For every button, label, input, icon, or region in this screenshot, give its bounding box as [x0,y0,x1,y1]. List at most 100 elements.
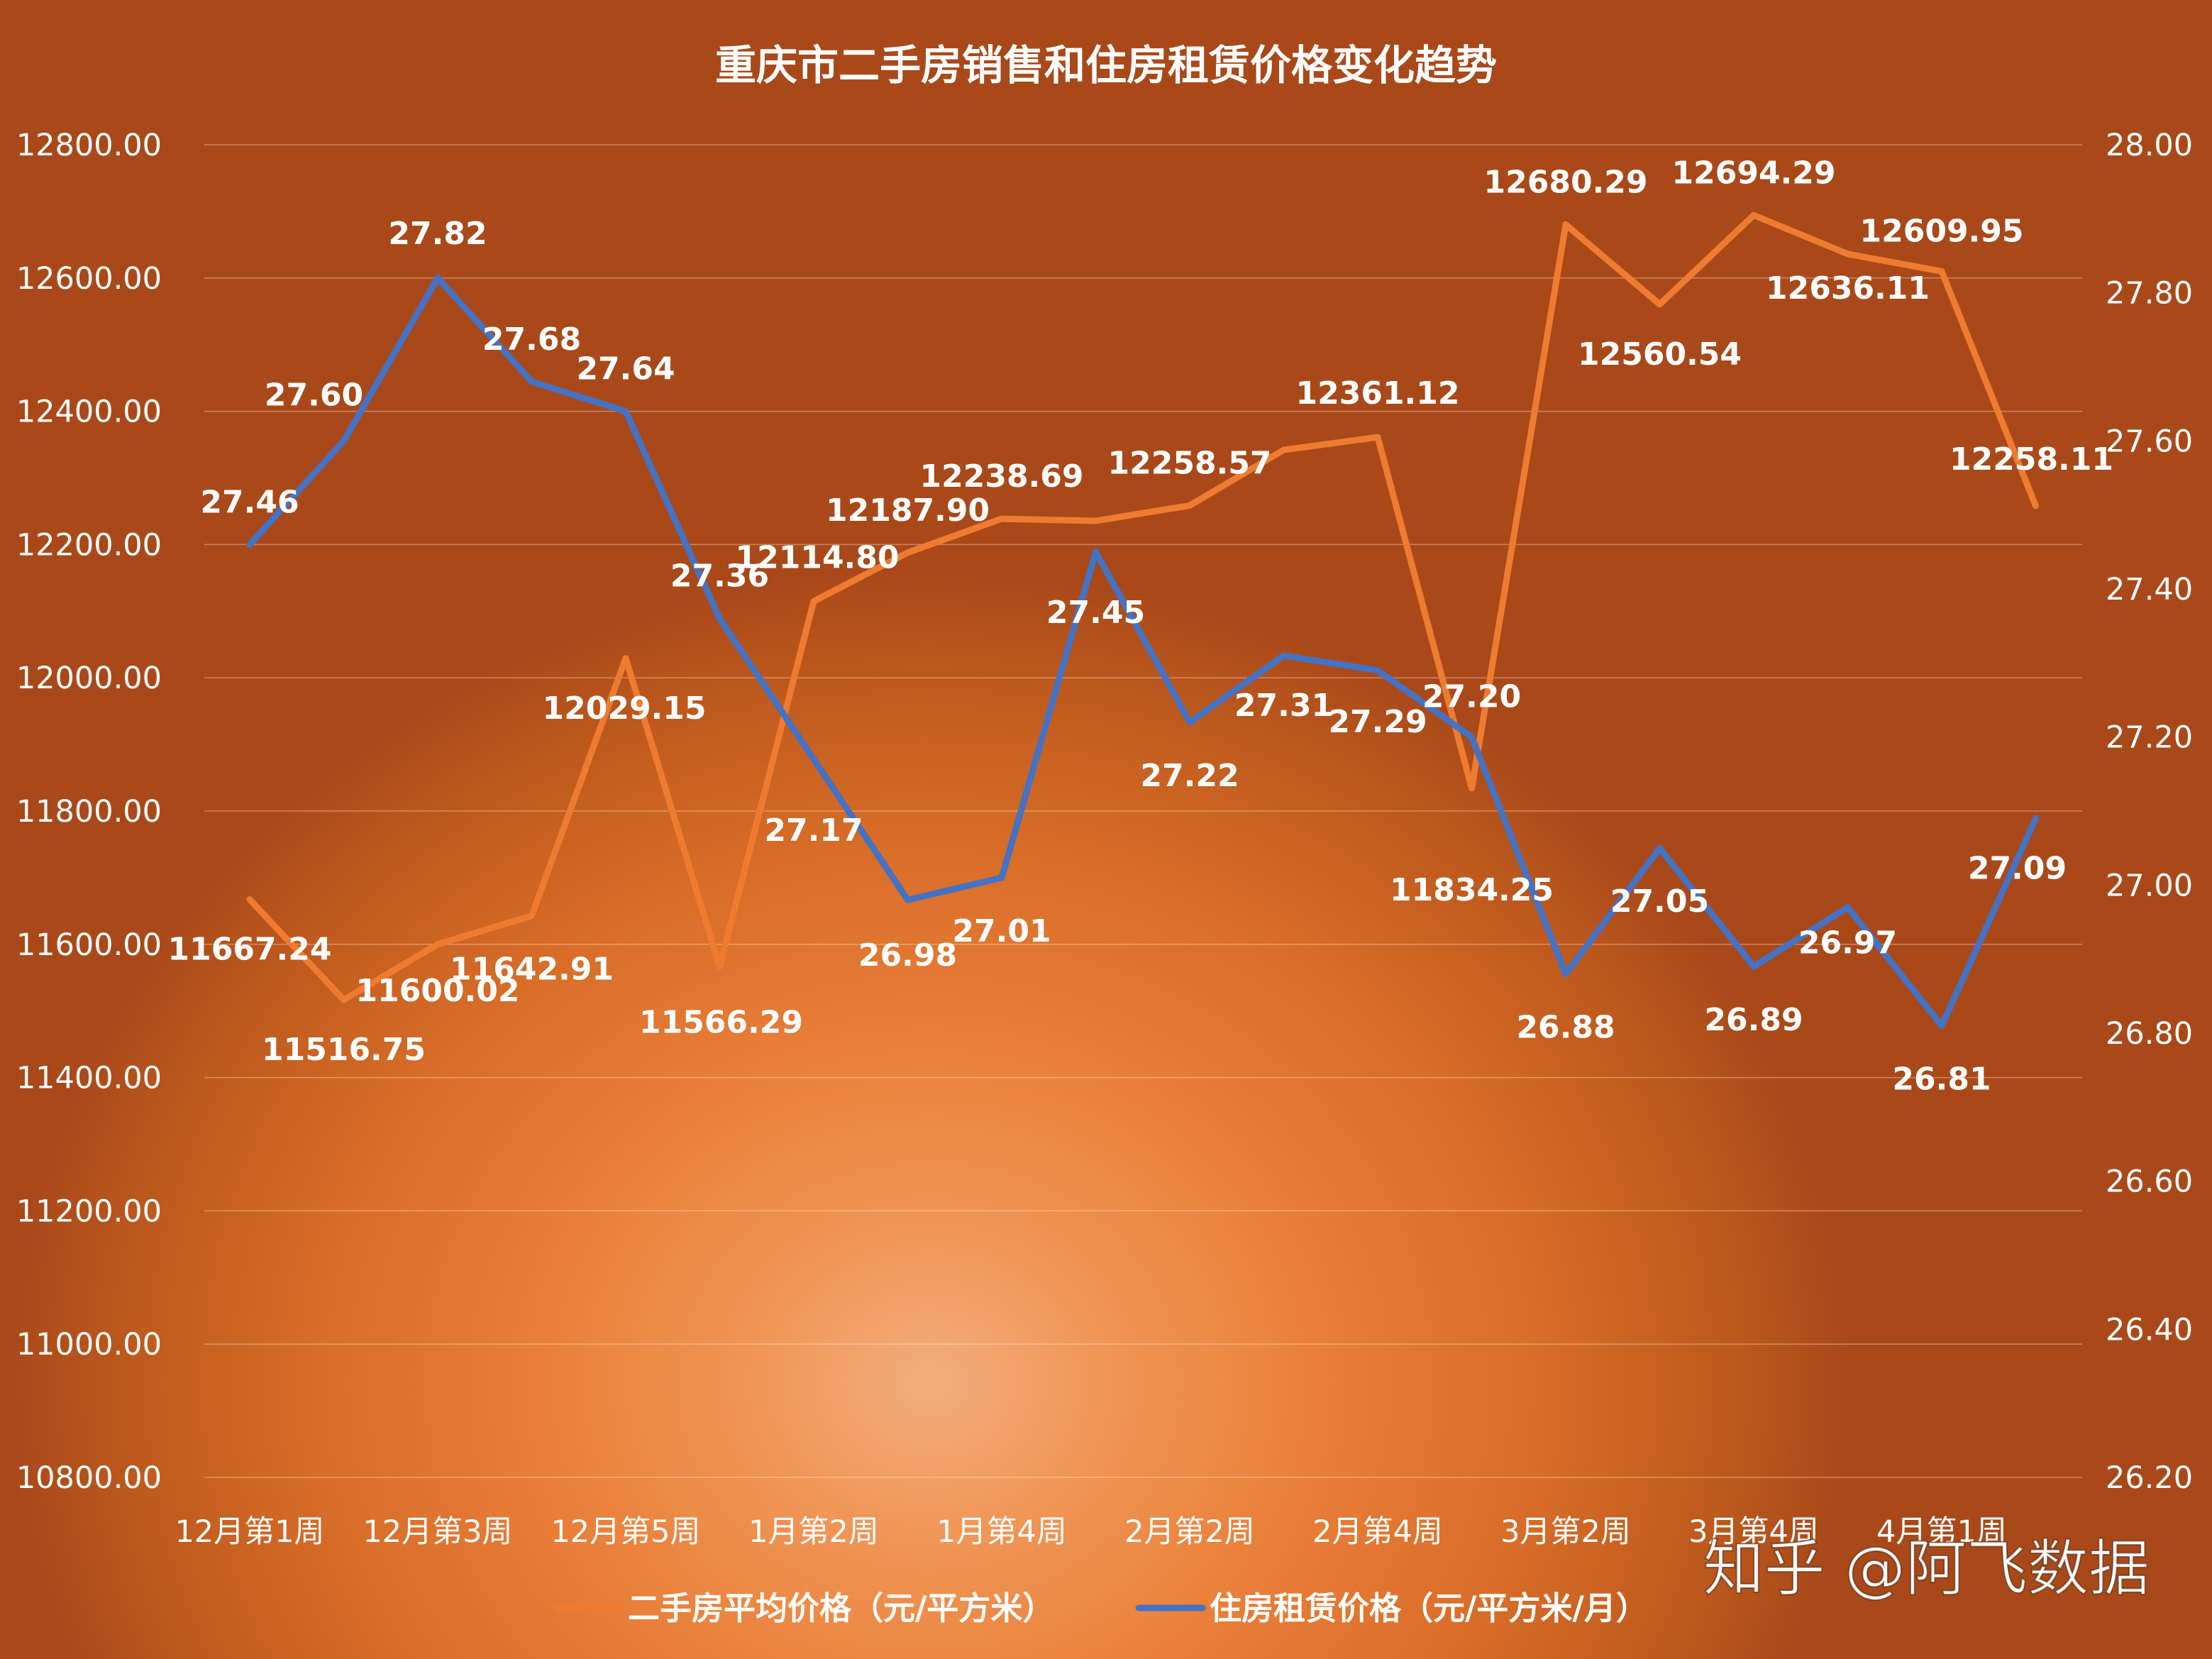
rental-data-label: 26.81 [1892,1062,1991,1098]
resale-point [1093,517,1099,524]
x-tick-label: 2月第2周 [1124,1514,1255,1550]
legend-label-resale-price: 二手房平均价格（元/平方米） [628,1589,1054,1627]
chart-title: 重庆市二手房销售和住房租赁价格变化趋势 [715,41,1497,89]
resale-data-label: 11566.29 [639,1004,803,1040]
x-tick-label: 3月第4周 [1688,1514,1819,1550]
x-tick-label: 4月第1周 [1876,1514,2007,1550]
rental-point [1562,971,1569,978]
resale-point [998,515,1005,522]
resale-data-label: 12029.15 [542,690,706,727]
resale-point [1657,301,1663,308]
legend: 二手房平均价格（元/平方米） 住房租赁价格（元/平方米/月） [553,1589,1648,1627]
y-left-tick-label: 11600.00 [16,927,162,963]
resale-point [434,941,441,948]
rental-point [1186,719,1193,726]
series-lines [246,211,2039,1030]
x-tick-label: 12月第1周 [175,1514,324,1550]
y-right-tick-label: 26.40 [2106,1312,2193,1347]
rental-data-label: 27.05 [1610,883,1709,920]
resale-point [1562,221,1569,228]
rental-point [1845,904,1851,911]
rental-data-label: 27.64 [576,351,675,387]
y-right-tick-label: 28.00 [2106,128,2193,163]
rental-data-label: 27.46 [200,484,299,520]
rental-point [1281,652,1287,659]
rental-data-label: 27.68 [482,321,581,358]
rental-data-label: 27.36 [670,558,769,595]
resale-data-label: 12238.69 [919,458,1083,495]
rental-data-label: 27.17 [764,812,863,849]
rental-data-label: 27.82 [388,216,487,252]
resale-point [1938,268,1945,275]
y-left-tick-label: 11400.00 [16,1061,162,1096]
resale-point [1281,446,1287,453]
rental-data-label: 26.89 [1704,1002,1803,1038]
rental-point [529,378,535,385]
y-right-tick-label: 26.60 [2106,1164,2193,1200]
resale-data-label: 12560.54 [1578,336,1742,373]
resale-point [1469,785,1475,792]
y-right-tick-label: 27.00 [2106,868,2193,903]
rental-data-label: 26.97 [1798,925,1897,961]
y-left-tick-label: 12400.00 [16,395,162,430]
rental-point [810,756,817,763]
resale-data-label: 12609.95 [1859,213,2023,249]
resale-data-label: 11642.91 [450,952,614,988]
rental-data-label: 27.09 [1968,850,2067,886]
x-tick-label: 12月第5周 [551,1514,700,1550]
rental-data-label: 27.31 [1234,688,1333,724]
gridlines [204,144,2082,1478]
resale-point [810,597,817,605]
rental-point [1374,667,1381,674]
resale-point [1845,250,1851,258]
y-left-tick-label: 12200.00 [16,527,162,563]
resale-data-label: 12680.29 [1483,164,1647,200]
rental-point [622,408,629,415]
rental-point [2033,815,2039,822]
rental-point [905,896,911,903]
resale-point [529,913,535,920]
y-right-tick-label: 27.60 [2106,424,2193,459]
rental-point [1093,549,1099,556]
y-left-tick-label: 12000.00 [16,661,162,696]
rental-data-label: 26.98 [858,937,957,974]
resale-data-label: 12114.80 [735,539,899,575]
resale-point [905,549,911,556]
rental-point [1469,734,1475,741]
rental-point [434,275,441,282]
rental-data-label: 27.29 [1328,704,1427,740]
resale-data-label: 12694.29 [1671,155,1835,191]
y-right-tick-label: 26.80 [2106,1016,2193,1052]
resale-data-label: 11600.02 [355,973,519,1009]
resale-data-label: 12187.90 [826,492,990,529]
y-left-tick-label: 11000.00 [16,1327,162,1362]
rental-point [1750,963,1757,970]
resale-point [1186,502,1193,509]
x-tick-label: 12月第3周 [363,1514,512,1550]
resale-data-label: 11834.25 [1390,872,1554,908]
y-right-tick-label: 26.20 [2106,1460,2193,1496]
resale-data-label: 11667.24 [167,932,331,968]
rental-point [1657,844,1663,851]
rental-data-label: 27.22 [1140,758,1239,794]
y-left-tick-label: 10800.00 [16,1460,162,1496]
resale-data-label: 12258.11 [1950,441,2113,478]
resale-point [1750,211,1757,219]
resale-data-label: 12258.57 [1107,445,1271,481]
y-left-tick-label: 12800.00 [16,128,162,163]
y-left-tick-label: 11200.00 [16,1194,162,1229]
rental-data-label: 26.88 [1516,1010,1615,1046]
rental-data-label: 27.20 [1422,679,1521,715]
x-tick-label: 1月第2周 [748,1514,879,1550]
rental-data-label: 27.45 [1046,595,1145,631]
y-left-tick-label: 12600.00 [16,261,162,297]
y-right-tick-label: 27.80 [2106,276,2193,312]
x-axis: 12月第1周 12月第3周 12月第5周 1月第2周 1月第4周 2月第2周 2月第4周 3月… [175,1514,2006,1550]
rental-point [246,541,253,548]
y-right-tick-label: 27.40 [2106,572,2193,607]
x-tick-label: 1月第4周 [936,1514,1067,1550]
rental-data-label: 27.01 [952,913,1051,949]
series-line-rental-price [246,275,2039,1030]
resale-point [341,996,347,1003]
